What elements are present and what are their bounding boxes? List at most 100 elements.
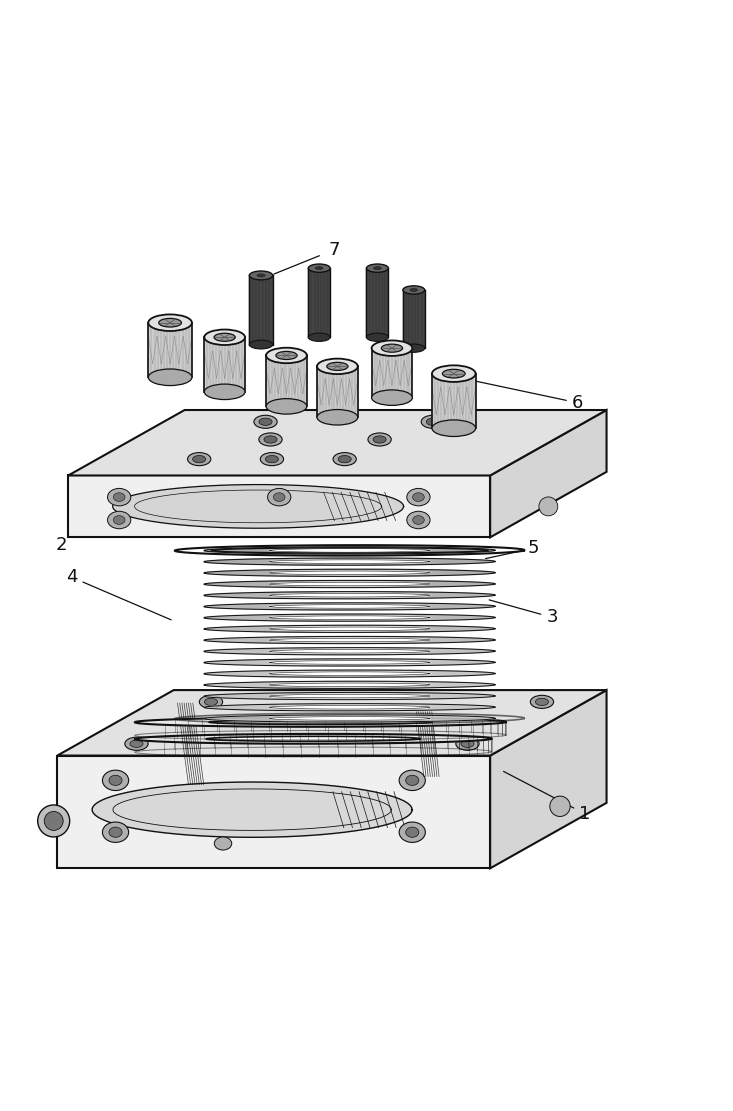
Polygon shape xyxy=(270,571,430,574)
Ellipse shape xyxy=(276,351,297,360)
Polygon shape xyxy=(270,604,430,608)
Text: 1: 1 xyxy=(504,771,590,823)
Ellipse shape xyxy=(427,418,439,426)
Ellipse shape xyxy=(407,489,430,506)
Polygon shape xyxy=(270,683,430,687)
Ellipse shape xyxy=(410,289,418,291)
Polygon shape xyxy=(270,549,430,552)
Polygon shape xyxy=(270,650,430,653)
Ellipse shape xyxy=(214,333,235,341)
Ellipse shape xyxy=(372,340,413,356)
Ellipse shape xyxy=(205,384,245,400)
Polygon shape xyxy=(57,755,490,869)
Polygon shape xyxy=(266,356,307,407)
Polygon shape xyxy=(135,718,506,727)
Ellipse shape xyxy=(317,359,358,374)
Ellipse shape xyxy=(103,770,128,791)
Ellipse shape xyxy=(148,369,192,386)
Text: 6: 6 xyxy=(460,378,583,412)
Ellipse shape xyxy=(432,366,476,382)
Ellipse shape xyxy=(205,698,218,705)
Polygon shape xyxy=(270,717,430,720)
Polygon shape xyxy=(204,569,495,577)
Ellipse shape xyxy=(456,738,479,750)
Polygon shape xyxy=(204,659,495,665)
Polygon shape xyxy=(135,734,492,743)
Polygon shape xyxy=(403,290,424,348)
Ellipse shape xyxy=(259,418,272,426)
Ellipse shape xyxy=(368,433,391,446)
Ellipse shape xyxy=(44,811,63,830)
Polygon shape xyxy=(204,580,495,588)
Ellipse shape xyxy=(315,267,323,270)
Polygon shape xyxy=(209,720,432,724)
Ellipse shape xyxy=(309,264,330,272)
Polygon shape xyxy=(366,268,388,338)
Ellipse shape xyxy=(381,344,402,352)
Ellipse shape xyxy=(413,493,424,501)
Polygon shape xyxy=(270,661,430,664)
Ellipse shape xyxy=(257,274,265,277)
Polygon shape xyxy=(270,593,430,597)
Ellipse shape xyxy=(114,516,125,524)
Polygon shape xyxy=(204,558,495,565)
Ellipse shape xyxy=(249,340,273,349)
Polygon shape xyxy=(204,670,495,678)
Ellipse shape xyxy=(432,420,476,437)
Text: 3: 3 xyxy=(489,600,558,627)
Ellipse shape xyxy=(403,286,424,294)
Ellipse shape xyxy=(103,822,128,842)
Polygon shape xyxy=(206,737,420,741)
Ellipse shape xyxy=(254,416,277,429)
Polygon shape xyxy=(270,705,430,709)
Ellipse shape xyxy=(443,369,465,378)
Polygon shape xyxy=(270,638,430,642)
Polygon shape xyxy=(270,672,430,675)
Polygon shape xyxy=(270,560,430,563)
Polygon shape xyxy=(204,692,495,700)
Ellipse shape xyxy=(539,497,558,516)
Text: 7: 7 xyxy=(328,241,339,259)
Ellipse shape xyxy=(338,456,351,463)
Polygon shape xyxy=(372,348,413,398)
Ellipse shape xyxy=(109,775,122,785)
Ellipse shape xyxy=(535,698,548,705)
Text: 4: 4 xyxy=(66,569,172,620)
Ellipse shape xyxy=(108,511,130,529)
Ellipse shape xyxy=(259,433,282,446)
Polygon shape xyxy=(205,338,245,392)
Ellipse shape xyxy=(205,330,245,346)
Ellipse shape xyxy=(317,410,358,426)
Ellipse shape xyxy=(159,319,182,327)
Ellipse shape xyxy=(372,390,413,406)
Ellipse shape xyxy=(550,797,570,817)
Ellipse shape xyxy=(266,399,307,414)
Polygon shape xyxy=(92,782,412,838)
Polygon shape xyxy=(270,582,430,585)
Ellipse shape xyxy=(405,775,419,785)
Ellipse shape xyxy=(114,493,125,501)
Ellipse shape xyxy=(266,348,307,363)
Ellipse shape xyxy=(273,493,285,501)
Polygon shape xyxy=(490,690,606,869)
Polygon shape xyxy=(490,410,606,538)
Polygon shape xyxy=(204,703,495,711)
Ellipse shape xyxy=(366,264,388,272)
Polygon shape xyxy=(194,721,470,724)
Polygon shape xyxy=(432,373,476,428)
Polygon shape xyxy=(309,268,330,338)
Ellipse shape xyxy=(530,695,553,709)
Polygon shape xyxy=(148,322,192,378)
Ellipse shape xyxy=(407,511,430,529)
Text: 2: 2 xyxy=(55,518,95,553)
Ellipse shape xyxy=(193,456,206,463)
Ellipse shape xyxy=(125,738,148,750)
Ellipse shape xyxy=(373,436,386,443)
Polygon shape xyxy=(270,694,430,698)
Polygon shape xyxy=(68,410,606,476)
Ellipse shape xyxy=(327,362,348,370)
Polygon shape xyxy=(249,276,273,344)
Ellipse shape xyxy=(366,333,388,341)
Ellipse shape xyxy=(403,344,424,352)
Ellipse shape xyxy=(109,827,122,838)
